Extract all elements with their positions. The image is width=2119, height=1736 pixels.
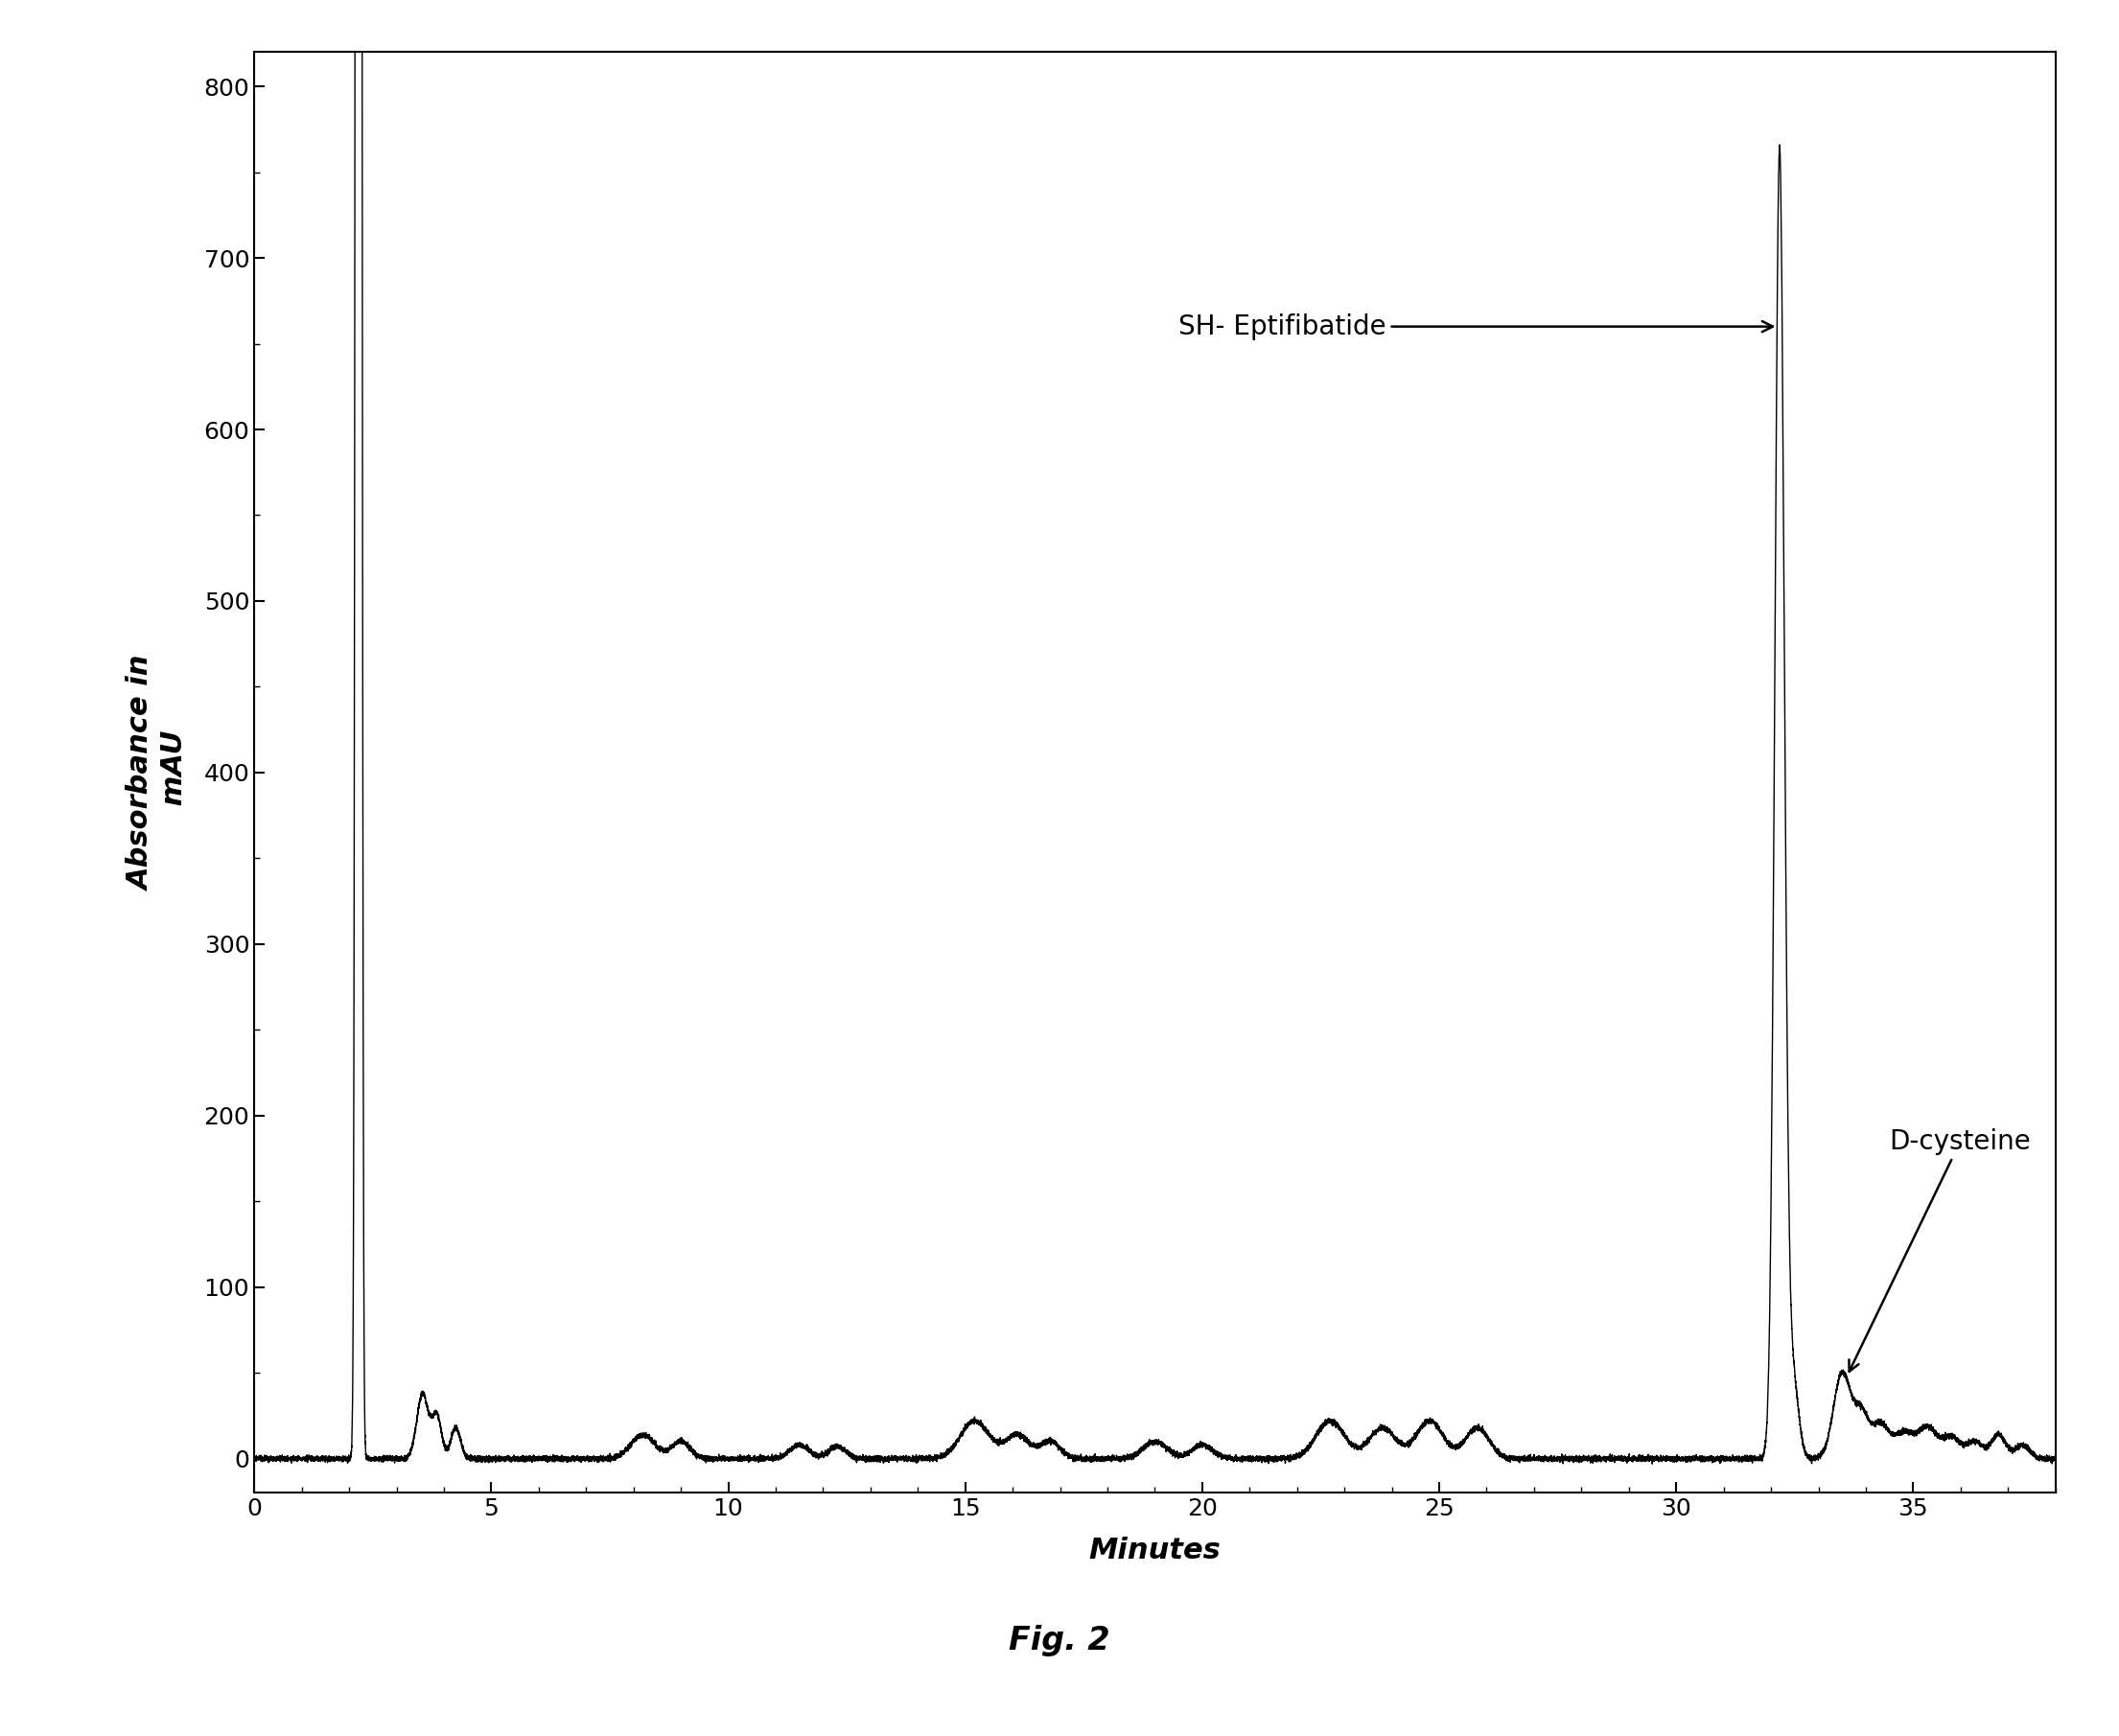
X-axis label: Minutes: Minutes [1089, 1536, 1221, 1564]
Text: Fig. 2: Fig. 2 [1009, 1625, 1110, 1656]
Y-axis label: Absorbance in
 mAU: Absorbance in mAU [127, 654, 189, 891]
Text: D-cysteine: D-cysteine [1850, 1128, 2032, 1371]
Text: SH- Eptifibatide: SH- Eptifibatide [1178, 312, 1774, 340]
